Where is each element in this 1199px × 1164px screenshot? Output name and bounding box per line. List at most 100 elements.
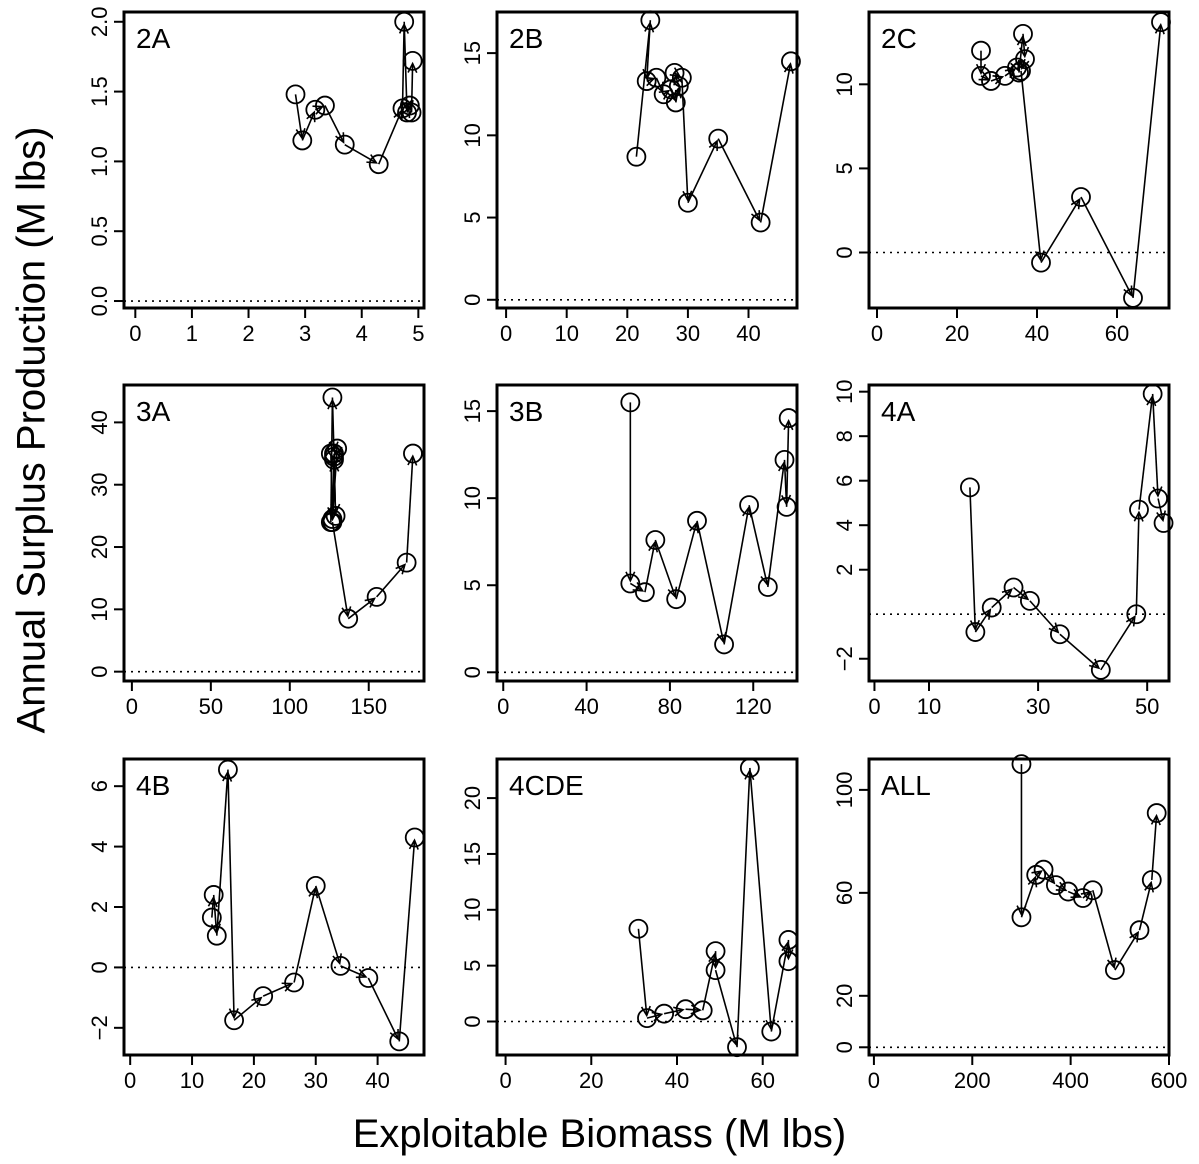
trajectory-segment — [759, 63, 792, 223]
y-tick-label: 15 — [460, 842, 485, 866]
y-tick-label: 6 — [832, 475, 857, 487]
x-tick-label: 0 — [124, 1068, 136, 1093]
trajectory-segment — [785, 420, 790, 507]
data-point — [757, 577, 778, 597]
x-tick-label: 30 — [1026, 694, 1050, 719]
data-point — [750, 212, 771, 233]
panel-label: 4B — [136, 770, 170, 801]
trajectory-segment — [227, 769, 235, 1018]
trajectory-segment — [401, 24, 405, 109]
data-point — [1003, 577, 1024, 598]
data-point — [705, 941, 726, 962]
x-tick-label: 60 — [750, 1068, 774, 1093]
trajectory-segment — [637, 928, 648, 1016]
panel-2b: 0 10 20 30 40 0 5 10 15 2B — [460, 10, 801, 346]
data-point — [628, 918, 649, 939]
data-point — [320, 443, 341, 464]
trajectory-segment — [717, 138, 761, 221]
data-point — [358, 968, 379, 988]
y-tick-label: 4 — [832, 519, 857, 531]
data-point — [708, 128, 729, 149]
data-point — [1146, 803, 1167, 823]
data-point — [666, 589, 687, 610]
x-tick-label: 30 — [304, 1068, 328, 1093]
panel-frame — [122, 383, 426, 683]
trajectory-segment — [1022, 33, 1026, 57]
y-tick-label: 5 — [460, 579, 485, 591]
data-point — [403, 443, 423, 464]
y-tick-label: 0 — [460, 294, 485, 306]
data-point — [1031, 252, 1051, 273]
y-axis-label: Annual Surplus Production (M lbs) — [9, 126, 54, 734]
data-point — [1148, 488, 1168, 509]
trajectory-segment — [301, 111, 316, 141]
data-point — [218, 759, 238, 780]
x-axis-label: Exploitable Biomass (M lbs) — [352, 1112, 847, 1156]
trajectory-segment — [211, 897, 215, 918]
data-point — [1082, 880, 1103, 901]
trajectory-segment — [1132, 24, 1162, 298]
data-point — [285, 84, 306, 105]
x-tick-label: 10 — [554, 321, 578, 346]
trajectory-segment — [1138, 396, 1154, 510]
data-point — [654, 1003, 675, 1024]
panel-3b: 0 40 80 120 0 5 10 15 3B — [460, 383, 799, 719]
data-point — [635, 582, 655, 603]
x-tick-label: 20 — [945, 321, 969, 346]
trajectory-segment — [749, 767, 772, 1029]
trajectory-segment — [1114, 932, 1139, 971]
data-point — [401, 102, 422, 123]
data-point — [206, 925, 227, 946]
x-tick-label: 400 — [1052, 1068, 1089, 1093]
x-tick-label: 600 — [1151, 1068, 1188, 1093]
trajectory-segment — [314, 885, 341, 964]
data-point — [971, 66, 991, 86]
trajectory-segment — [767, 462, 785, 588]
panel-label: 2B — [509, 23, 543, 54]
y-tick-label: 20 — [460, 786, 485, 810]
x-tick-label: 0 — [500, 321, 512, 346]
data-point — [324, 446, 344, 467]
panel-frame — [495, 383, 799, 683]
trajectory-segment — [1150, 815, 1158, 881]
x-tick-label: 20 — [242, 1068, 266, 1093]
data-point — [1126, 604, 1147, 625]
x-tick-label: 60 — [1105, 321, 1129, 346]
data-point — [981, 71, 1001, 91]
x-tick-label: 30 — [676, 321, 700, 346]
data-point — [1013, 23, 1033, 44]
trajectory-segment — [654, 539, 677, 597]
y-tick-label: −2 — [832, 646, 857, 671]
x-tick-label: 80 — [658, 694, 682, 719]
data-point — [714, 634, 734, 655]
panel-2c: 0 20 40 60 0 5 10 2C — [832, 10, 1171, 346]
data-point — [1153, 513, 1174, 533]
y-tick-label: 10 — [832, 379, 857, 403]
x-tick-label: 20 — [579, 1068, 603, 1093]
data-point — [665, 92, 686, 113]
data-point — [965, 622, 986, 642]
data-point — [1020, 590, 1040, 611]
panel-frame — [122, 10, 426, 310]
data-point — [253, 986, 274, 1007]
trajectory-segment — [340, 965, 367, 978]
data-point — [1105, 960, 1125, 980]
data-point — [626, 146, 647, 167]
y-tick-label: 20 — [87, 535, 112, 559]
trajectory-segment — [215, 772, 229, 936]
y-tick-label: 10 — [87, 597, 112, 621]
y-tick-label: 0 — [87, 666, 112, 678]
x-tick-label: 40 — [665, 1068, 689, 1093]
trajectory-segment — [1091, 890, 1115, 968]
data-point — [739, 495, 759, 516]
trajectory-segment — [405, 456, 414, 563]
x-tick-label: 50 — [1135, 694, 1159, 719]
trajectory-segment — [714, 969, 738, 1045]
y-tick-label: 2.0 — [87, 6, 112, 37]
trajectory-segment — [331, 456, 335, 520]
x-tick-label: 100 — [271, 694, 308, 719]
y-tick-label: 30 — [87, 472, 112, 496]
trajectory-segment — [748, 504, 769, 585]
y-tick-label: 5 — [460, 211, 485, 223]
x-tick-label: 40 — [365, 1068, 389, 1093]
